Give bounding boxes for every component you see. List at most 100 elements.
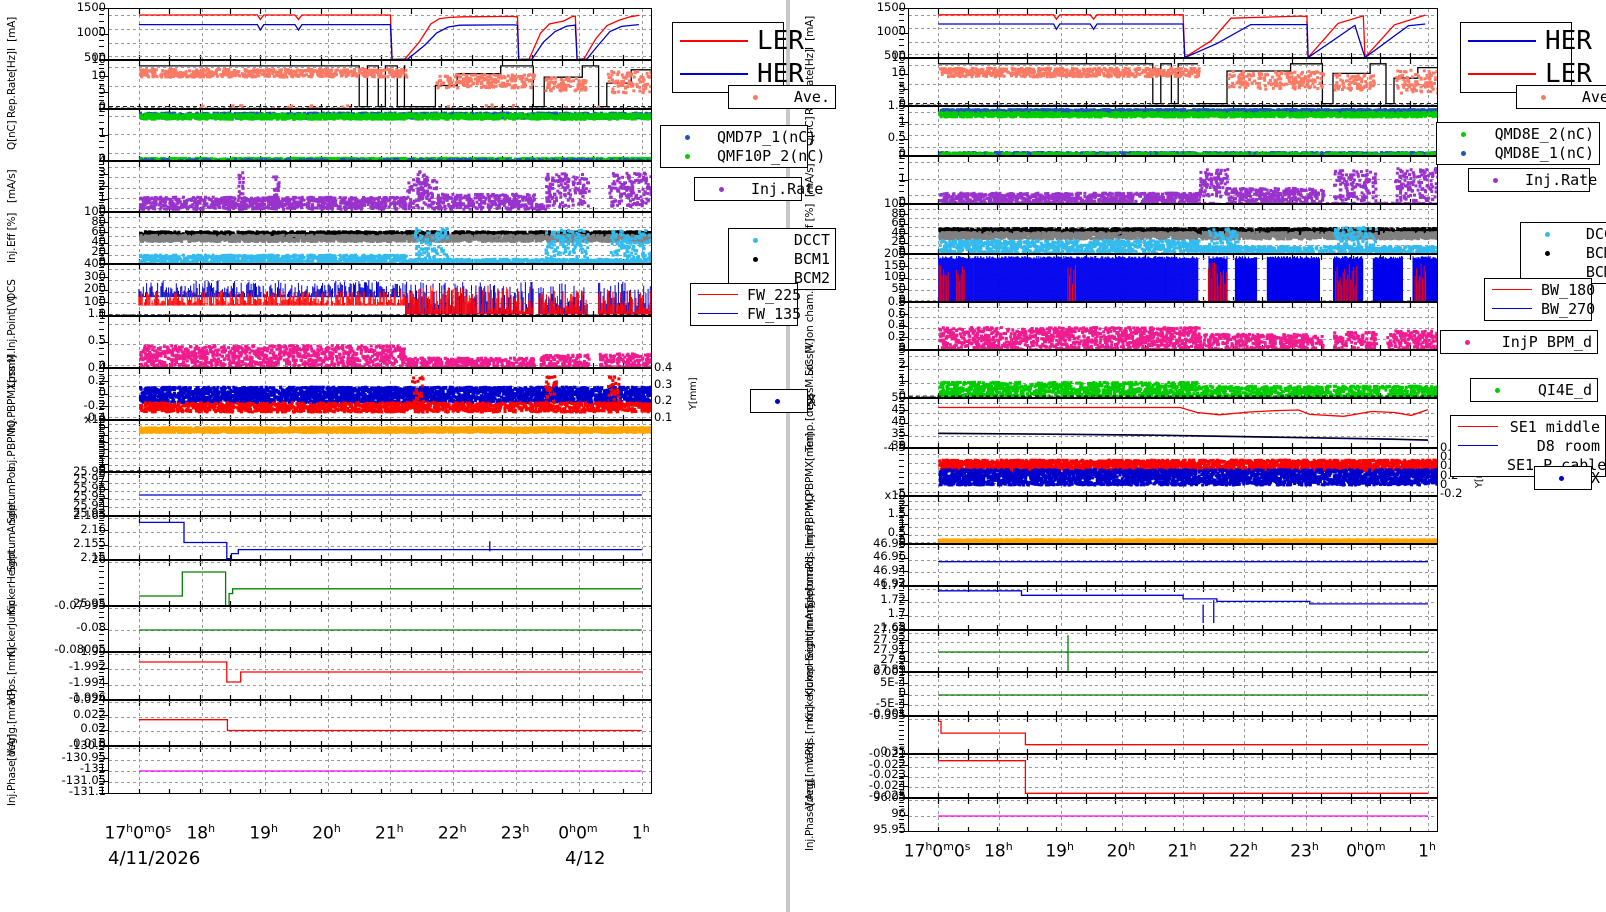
plot-charge [108,109,652,161]
current-legend-entry[interactable]: LER [1466,57,1592,90]
tickstrip-inj-eff [99,212,108,265]
charge-legend-label: QMD8E_2(nC) [1493,125,1594,143]
tickstrip-inj-phase [99,746,108,795]
x-tick-label: 22h [438,822,467,844]
charge-legend-entry[interactable]: QMD8E_2(nC) [1442,124,1594,143]
temp-legend-entry[interactable]: D8 room [1456,436,1600,455]
tickstrip-temp [899,398,908,449]
ytick-kicker-height-tick: 27.9 [826,653,906,665]
ytick-current-tick: 1500 [26,1,106,13]
tickstrip-lossm-ion [899,302,908,351]
legend-dot-icon [1446,336,1490,348]
ytick-v-pos-tick: 0.355 [826,709,906,721]
tickstrip-loss-monitor [99,316,108,369]
injeff-legend-label: BCM1 [1577,244,1606,262]
plot-inj-bpm-q [108,420,652,472]
x-tick-label: 17h0m0s [105,822,172,844]
legend-dot-icon [1522,91,1566,103]
legend-dot-icon [700,183,744,195]
charge-legend[interactable]: QMD7P_1(nC) QMF10P_2(nC) [660,125,825,168]
reprate-legend-entry[interactable]: Ave. [734,87,830,106]
plot-charge [908,106,1438,156]
bpm-legend[interactable]: X [750,389,816,413]
sic-legend-label: QI4E_d [1527,381,1592,399]
ytick-charge-tick: 0 [26,152,106,164]
ocs-legend[interactable]: FW_225 FW_135 [690,283,801,326]
sic-legend[interactable]: QI4E_d [1470,378,1598,402]
ytick-septum-angle-tick: 2.15 [26,551,106,563]
current-legend[interactable]: HER LER [1460,22,1592,93]
ytick-loss-monitor-tick: 1 [26,309,106,321]
ytick-inj-phase-tick: -131.05 [26,774,106,786]
bpm-legend-entry[interactable]: X [756,391,816,410]
current-legend[interactable]: LER HER [672,22,804,93]
injrate-legend-entry[interactable]: Inj.Rate [700,179,823,198]
tickstrip-ocs [99,264,108,317]
injeff-legend-entry[interactable]: DCCT [734,230,830,249]
ytick-current-tick: 500 [26,51,106,63]
ytick-inj-rate-tick: 1 [26,191,106,203]
ylabel-kicker-jump: Kicker Jump [6,601,18,658]
ylabel-inj-bpm-x: Inj.P BPM X[mm] [804,433,816,511]
temp-legend-entry[interactable]: SE1 middle [1456,417,1600,436]
ytick-loss-monitor-tick: 0.5 [26,334,106,346]
injrate-legend-label: Inj.Rate [751,180,823,198]
reprate-legend-entry[interactable]: Ave. [1522,87,1606,106]
ytick-kicker-height-tick: 27.93 [826,623,906,635]
tickstrip-v-ang [99,700,108,747]
injeff-legend-entry[interactable]: DCCT [1526,224,1606,243]
injrate-legend-entry[interactable]: Inj.Rate [1474,170,1597,189]
sic-legend-entry[interactable]: QI4E_d [1476,380,1592,399]
injeff-legend-entry[interactable]: BCM1 [734,249,830,268]
ocs-legend[interactable]: BW_180 BW_270 [1484,278,1595,321]
lossm-legend-entry[interactable]: InjP BPM_d [1446,332,1592,351]
current-legend-entry[interactable]: LER [678,24,804,57]
x-tick-label: 18h [186,822,215,844]
ocs-legend-label: BW_180 [1541,281,1595,299]
injeff-legend-label: BCM2 [785,269,830,287]
injrate-legend[interactable]: Inj.Rate [1468,168,1597,192]
ocs-legend-entry[interactable]: BW_180 [1490,280,1595,299]
ytick-ocs-tick: 200 [26,282,106,294]
ocs-legend-entry[interactable]: BW_270 [1490,299,1595,318]
injrate-legend[interactable]: Inj.Rate [694,177,823,201]
current-legend-entry[interactable]: HER [678,57,804,90]
legend-line-icon [696,289,740,301]
bpm-legend-entry[interactable]: X [1540,468,1600,487]
ytick-lossm-sic-tick: 3 [826,343,906,355]
injeff-legend-entry[interactable]: BCM2 [734,268,830,287]
charge-legend-entry[interactable]: QMD8E_1(nC) [1442,143,1594,162]
ytick-v-ang-tick: -0.025 [826,789,906,801]
charge-legend[interactable]: QMD8E_2(nC) QMD8E_1(nC) [1436,122,1600,165]
injeff-legend-entry[interactable]: BCM1 [1526,243,1606,262]
ocs-legend-entry[interactable]: FW_135 [696,304,801,323]
reprate-legend[interactable]: Ave. [728,85,836,109]
current-legend-entry[interactable]: HER [1466,24,1592,57]
tickstrip-inj-bpm-q [899,496,908,545]
ytick-right-inj-bpm-x-tick: 0.4 [1440,460,1458,472]
legend-dot-icon [1540,472,1584,484]
x-tick-label: 22h [1229,840,1258,862]
legend-dot-icon [734,253,778,265]
charge-legend-label: QMD7P_1(nC) [717,128,816,146]
ytick-v-pos-tick: -1.996 [26,691,106,703]
injrate-legend-label: Inj.Rate [1525,171,1597,189]
plot-inj-bpm-q [908,496,1438,544]
charge-legend-entry[interactable]: QMD7P_1(nC) [666,127,816,146]
injeff-legend-entry[interactable]: BCM2 [1526,262,1606,281]
ytick-lossm-sic-tick: 0 [826,389,906,401]
ytick-v-pos-tick: -1.99 [26,645,106,657]
ytick-v-ang-tick: -0.022 [826,758,906,770]
legend-line-icon [1456,421,1500,433]
ytick-inj-bpm-q-tick: x10 [26,413,106,425]
reprate-legend[interactable]: Ave. [1516,85,1606,109]
ocs-legend-entry[interactable]: FW_225 [696,285,801,304]
ytick-kicker-height-tick: 26 [26,553,106,565]
lossm-legend[interactable]: InjP BPM_d [1440,330,1598,354]
bpm-legend[interactable]: X [1534,466,1600,490]
charge-legend-entry[interactable]: QMF10P_2(nC) [666,146,825,165]
ytick-septum-angle-tick: 2.165 [26,509,106,521]
tickstrip-inj-bpm-q [99,420,108,473]
